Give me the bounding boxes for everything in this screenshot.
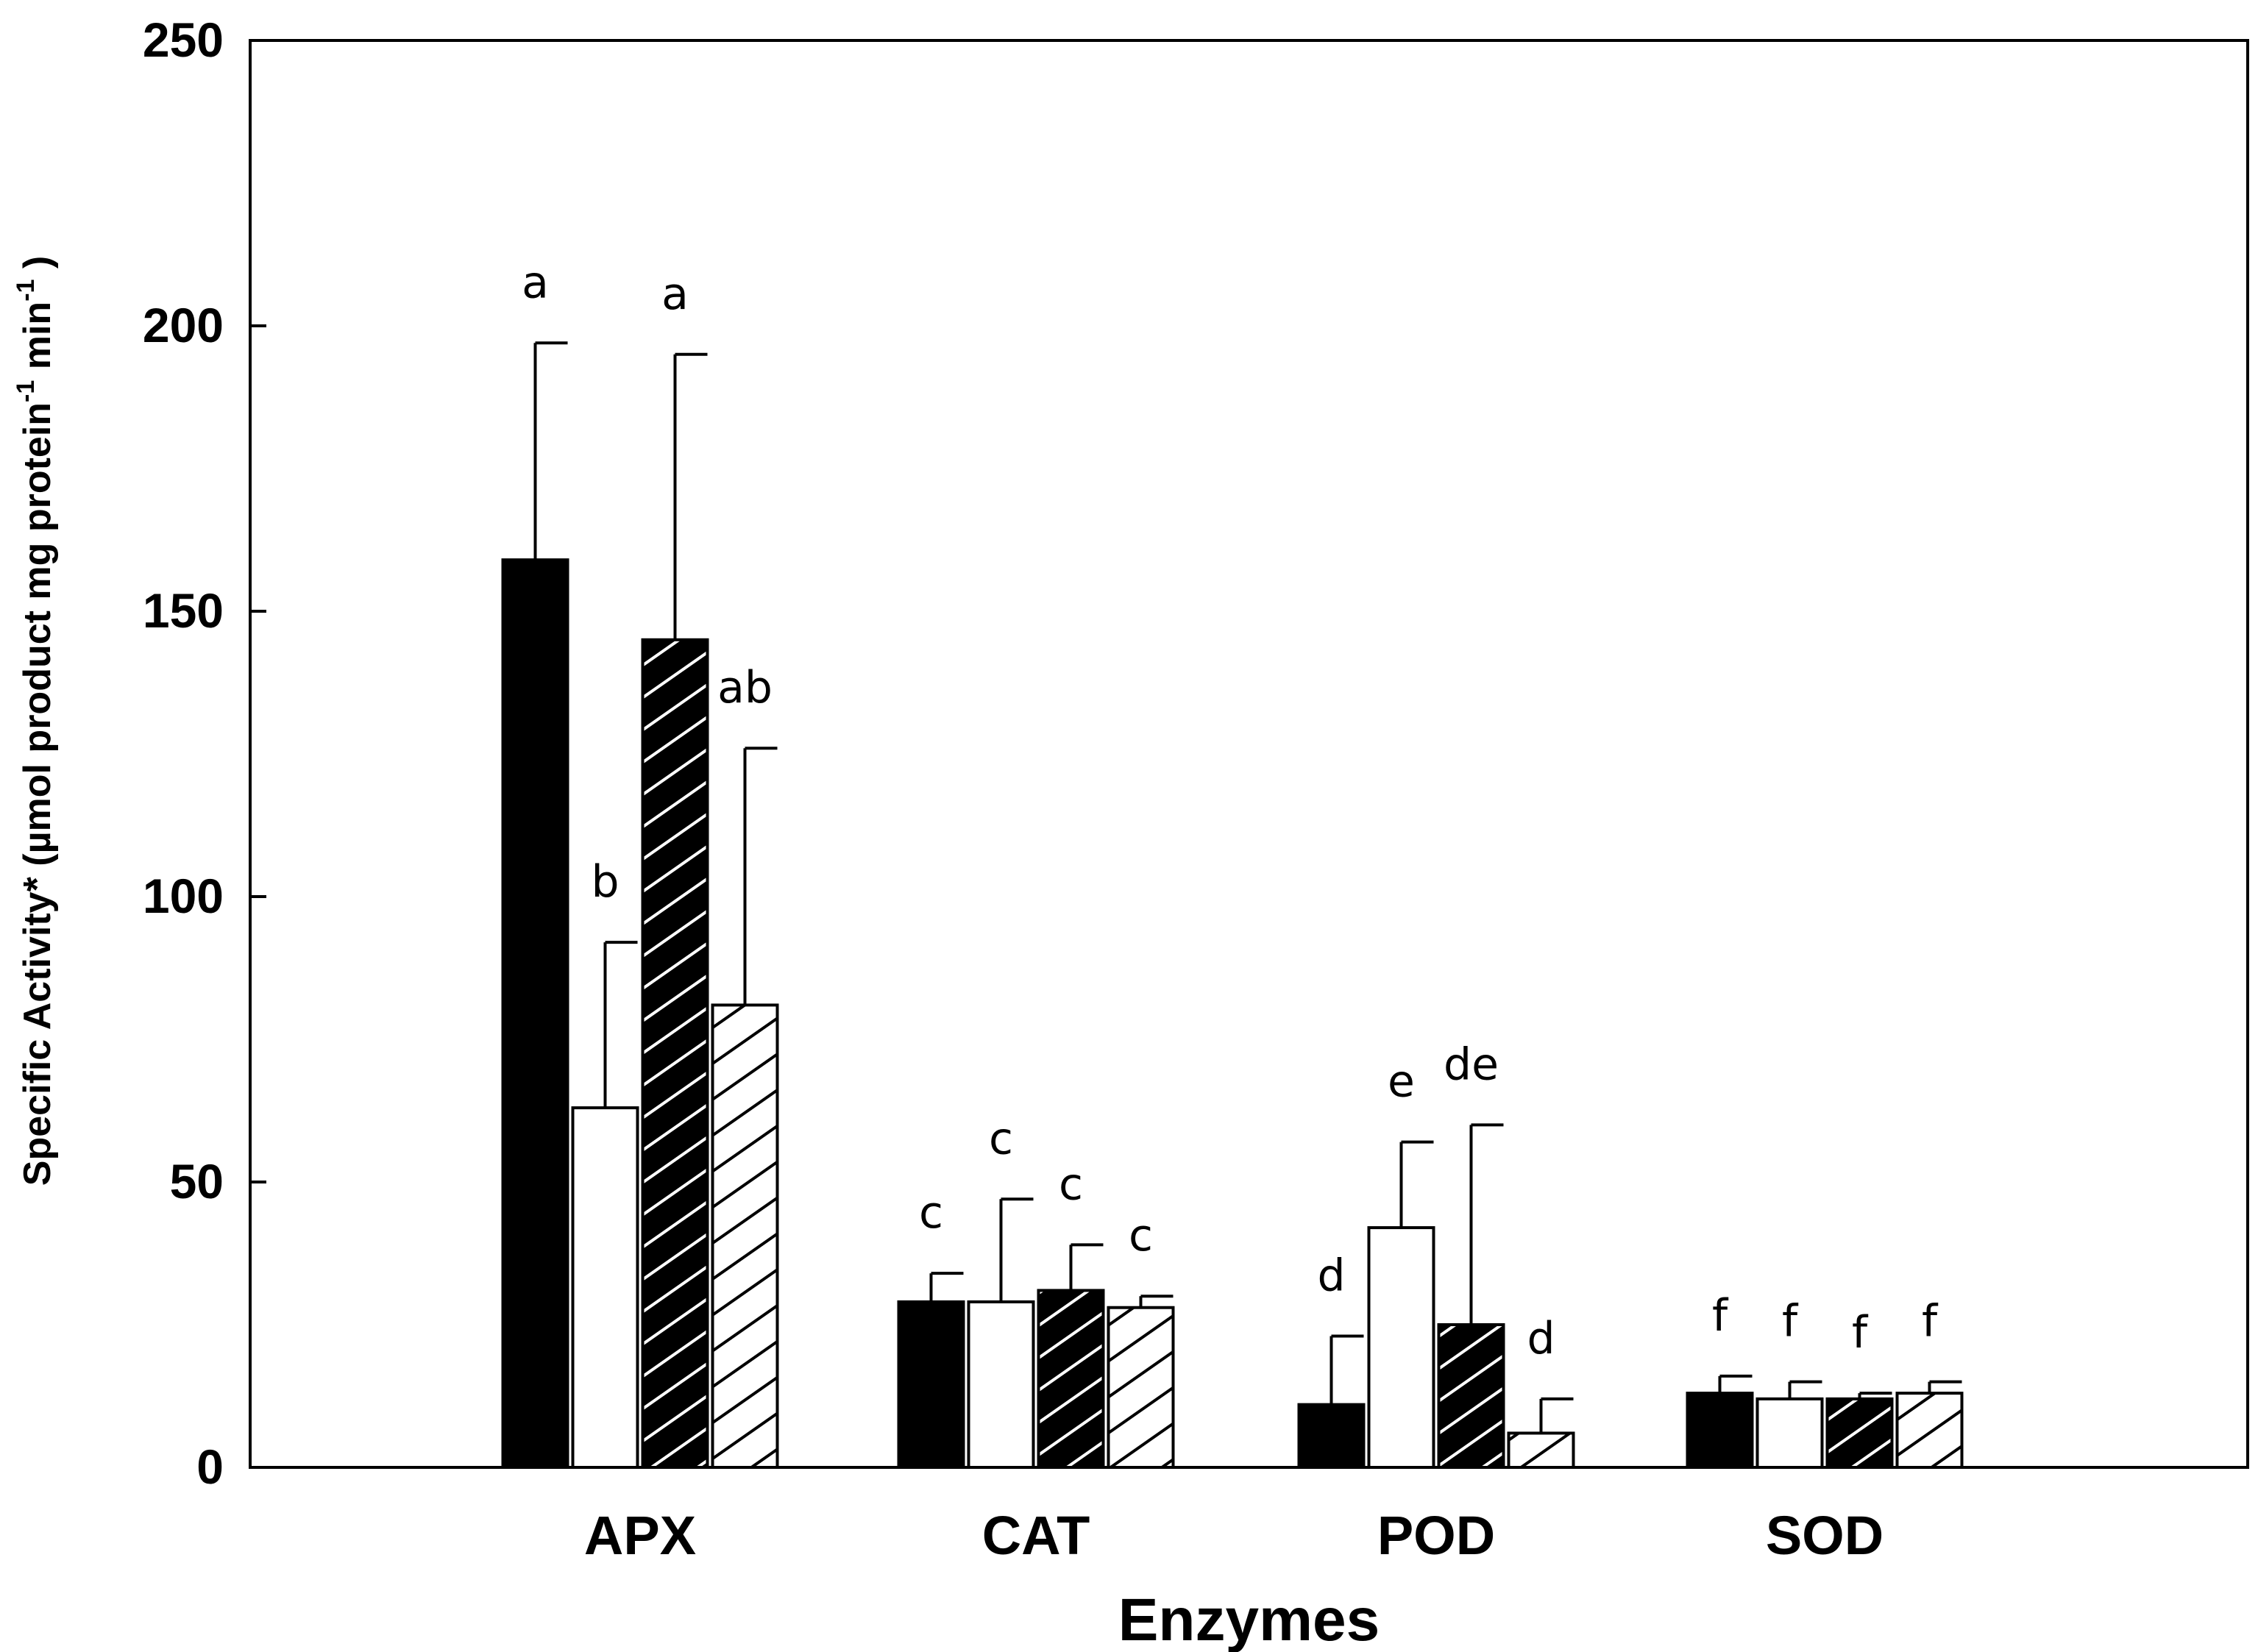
significance-label: c bbox=[1129, 1210, 1153, 1261]
bar-pod-series-1 bbox=[1297, 1403, 1366, 1470]
y-tick-label: 150 bbox=[143, 583, 224, 638]
y-tick-label: 100 bbox=[143, 869, 224, 923]
bar-sod-series-4 bbox=[1895, 1392, 1964, 1469]
bar-cat-series-2 bbox=[967, 1300, 1035, 1469]
x-tick-label: APX bbox=[584, 1505, 696, 1566]
y-tick-label: 250 bbox=[143, 13, 224, 67]
significance-label: ab bbox=[717, 662, 773, 713]
significance-label: d bbox=[1317, 1250, 1345, 1302]
y-tick-label: 50 bbox=[170, 1154, 224, 1208]
significance-label: e bbox=[1388, 1056, 1415, 1108]
significance-label: b bbox=[591, 856, 619, 908]
bars-layer bbox=[501, 341, 1964, 1470]
bar-apx-series-3 bbox=[641, 638, 709, 1469]
x-axis-title: Enzymes bbox=[1118, 1587, 1380, 1652]
bar-cat-series-4 bbox=[1107, 1306, 1175, 1469]
significance-label: d bbox=[1527, 1313, 1555, 1364]
significance-label: f bbox=[1922, 1296, 1939, 1347]
significance-label: a bbox=[522, 257, 549, 308]
x-tick-label: SOD bbox=[1766, 1505, 1884, 1566]
bar-apx-series-2 bbox=[571, 1106, 639, 1469]
significance-label: c bbox=[1059, 1158, 1083, 1210]
bar-sod-series-2 bbox=[1755, 1397, 1824, 1470]
x-axis-ticks: APX CAT POD SOD bbox=[584, 1505, 1884, 1566]
significance-label: c bbox=[989, 1113, 1013, 1164]
y-axis-ticks: 0 50 100 150 200 250 bbox=[143, 13, 266, 1494]
significance-label: f bbox=[1852, 1307, 1869, 1359]
bar-pod-series-2 bbox=[1367, 1226, 1435, 1469]
significance-label: a bbox=[661, 268, 689, 320]
significance-label: f bbox=[1712, 1290, 1729, 1342]
bar-cat-series-3 bbox=[1037, 1289, 1105, 1469]
bar-pod-series-3 bbox=[1437, 1323, 1505, 1469]
significance-label: f bbox=[1782, 1296, 1799, 1347]
bar-sod-series-1 bbox=[1686, 1392, 1754, 1469]
y-tick-label: 0 bbox=[196, 1439, 224, 1494]
y-axis-title: Specific Activity* (µmol product mg prot… bbox=[12, 256, 59, 1186]
y-tick-label: 200 bbox=[143, 298, 224, 352]
bar-apx-series-4 bbox=[711, 1003, 779, 1469]
bar-cat-series-1 bbox=[897, 1300, 965, 1469]
significance-label: de bbox=[1444, 1039, 1499, 1090]
plot-frame bbox=[249, 39, 2249, 1469]
bar-pod-series-4 bbox=[1507, 1431, 1575, 1469]
x-tick-label: CAT bbox=[982, 1505, 1090, 1566]
bar-apx-series-1 bbox=[501, 558, 569, 1469]
x-tick-label: POD bbox=[1377, 1505, 1495, 1566]
bar-sod-series-3 bbox=[1825, 1397, 1894, 1470]
significance-label: c bbox=[919, 1187, 943, 1239]
